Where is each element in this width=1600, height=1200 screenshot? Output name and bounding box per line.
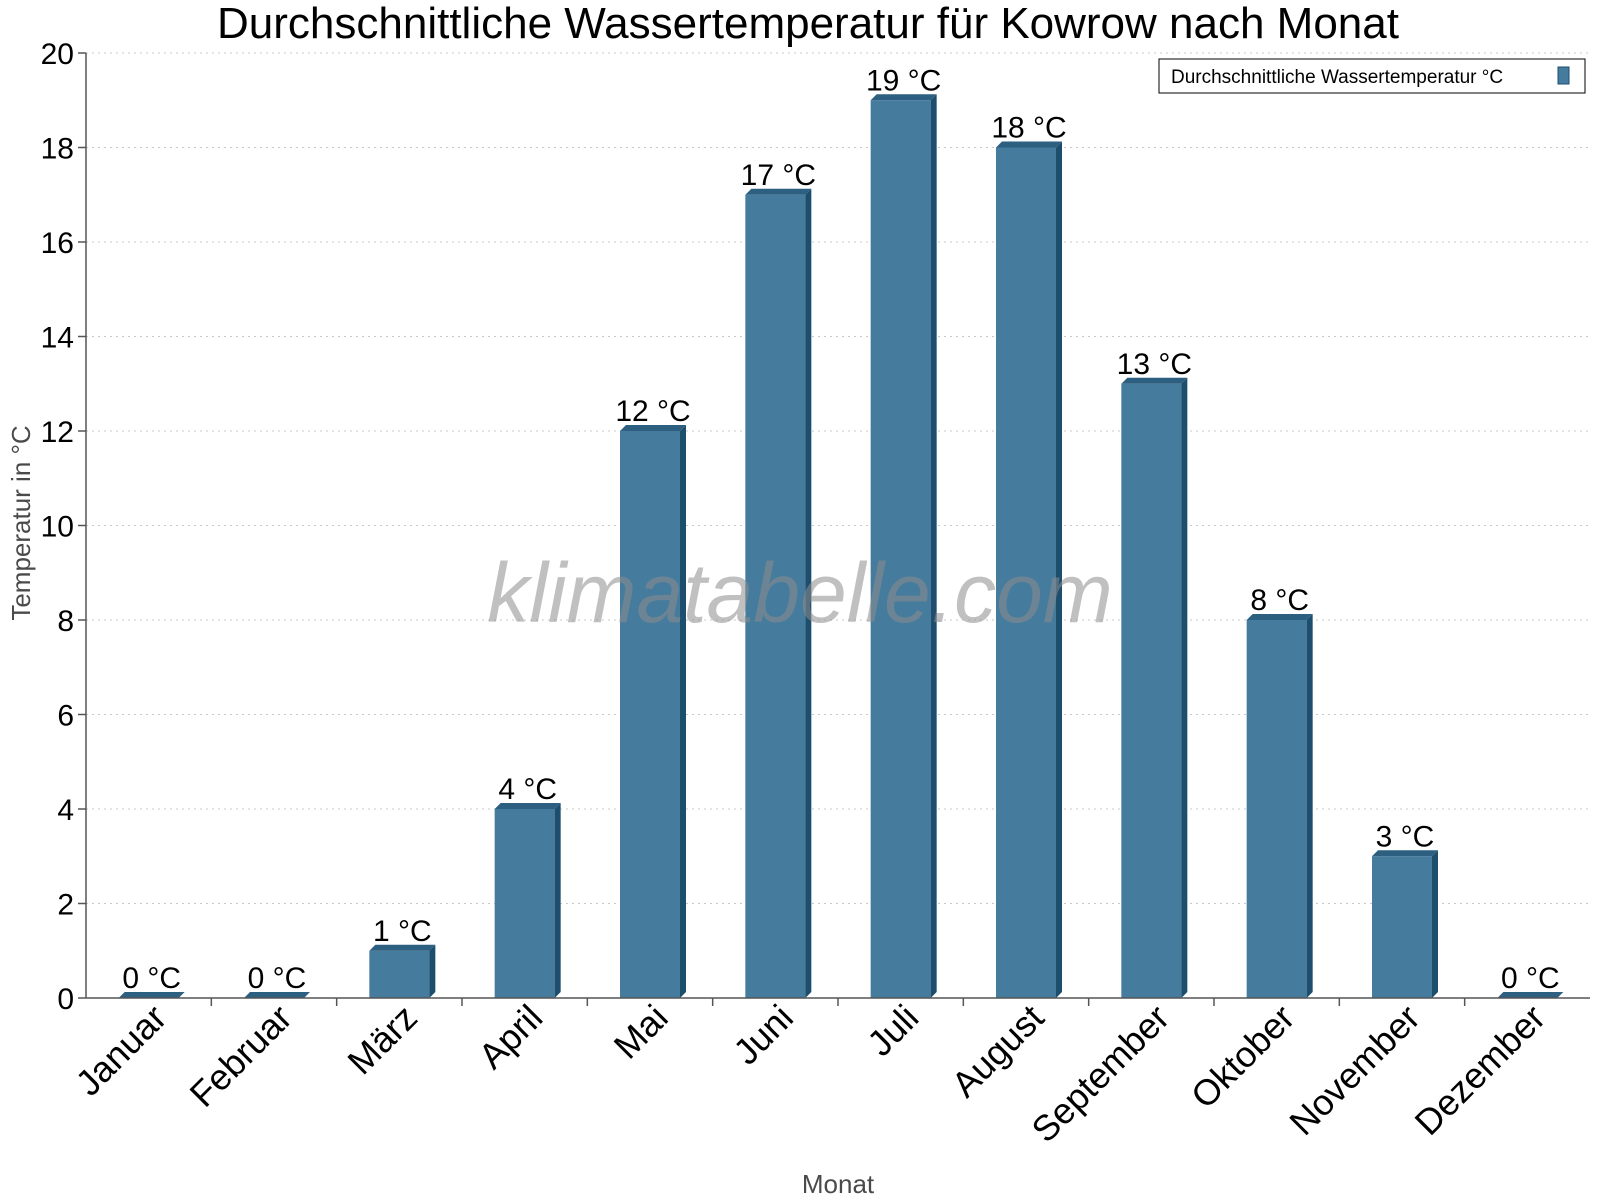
bar-side-face <box>1432 850 1438 998</box>
y-tick-label: 18 <box>41 133 74 166</box>
bar-side-face <box>680 425 686 998</box>
bar-top-face <box>745 188 812 195</box>
bar-front-face <box>1372 856 1432 998</box>
bar-juli <box>870 94 937 998</box>
watermark-text: klimatabelle.com <box>487 546 1113 640</box>
bar-side-face <box>1056 141 1062 998</box>
data-label: 19 °C <box>866 64 941 97</box>
bar-top-face <box>1121 377 1188 384</box>
bar-side-face <box>429 944 436 998</box>
y-tick-label: 6 <box>57 700 74 733</box>
bar-side-face <box>1306 614 1313 998</box>
bar-top-face <box>996 141 1062 148</box>
y-tick-label: 0 <box>57 983 74 1016</box>
y-tick-label: 16 <box>41 227 74 260</box>
data-label: 4 °C <box>498 773 557 806</box>
bar-side-face <box>1181 377 1188 998</box>
bar-top-face <box>244 992 310 998</box>
bar-top-face <box>118 992 185 998</box>
x-axis-label: Monat <box>802 1169 875 1199</box>
bar-front-face <box>620 431 680 998</box>
bar-top-face <box>870 94 937 101</box>
y-tick-label: 8 <box>57 605 74 638</box>
bar-top-face <box>494 803 561 809</box>
bar-front-face <box>1121 383 1182 998</box>
y-tick-label: 2 <box>57 889 74 922</box>
bar-side-face <box>554 803 561 998</box>
data-label: 8 °C <box>1250 584 1309 617</box>
y-tick-label: 10 <box>41 511 74 544</box>
bar-front-face <box>996 147 1056 998</box>
chart-title: Durchschnittliche Wassertemperatur für K… <box>217 0 1399 48</box>
data-label: 13 °C <box>1117 348 1192 381</box>
bar-top-face <box>1372 850 1438 857</box>
bar-april <box>494 803 561 998</box>
bar-front-face <box>494 809 555 998</box>
bar-dezember <box>1497 992 1564 998</box>
legend: Durchschnittliche Wassertemperatur °C <box>1158 58 1586 94</box>
bar-september <box>1121 377 1188 998</box>
bar-top-face <box>620 425 686 431</box>
y-tick-label: 20 <box>41 38 74 71</box>
bar-juni <box>745 188 812 998</box>
bar-august <box>996 141 1062 998</box>
bar-oktober <box>1246 614 1313 998</box>
data-label: 3 °C <box>1376 820 1435 853</box>
data-label: 1 °C <box>373 915 432 948</box>
legend-box <box>1158 58 1586 94</box>
y-axis-label: Temperatur in °C <box>6 425 36 620</box>
bar-front-face <box>1246 620 1307 998</box>
bar-top-face <box>1497 992 1564 998</box>
data-label: 0 °C <box>248 962 307 995</box>
bar-november <box>1372 850 1438 998</box>
y-tick-label: 4 <box>57 794 74 827</box>
bar-side-face <box>930 94 937 998</box>
bars-layer <box>118 94 1564 998</box>
bar-januar <box>118 992 185 998</box>
legend-swatch <box>1557 66 1570 85</box>
data-label: 12 °C <box>615 395 690 428</box>
bar-front-face <box>369 950 430 998</box>
bar-front-face <box>745 194 806 998</box>
bar-februar <box>244 992 310 998</box>
axes-layer <box>78 52 1590 1006</box>
y-tick-label: 14 <box>41 322 74 355</box>
bar-front-face <box>870 100 931 998</box>
bar-side-face <box>805 188 812 998</box>
data-label: 17 °C <box>741 159 816 192</box>
bar-märz <box>369 944 436 998</box>
y-tick-label: 12 <box>41 416 74 449</box>
bar-top-face <box>1246 614 1313 620</box>
data-label: 0 °C <box>1501 962 1560 995</box>
bar-mai <box>620 425 686 998</box>
data-label: 0 °C <box>122 962 181 995</box>
bar-top-face <box>369 944 436 951</box>
legend-label: Durchschnittliche Wassertemperatur °C <box>1171 67 1503 88</box>
data-label: 18 °C <box>991 112 1066 145</box>
